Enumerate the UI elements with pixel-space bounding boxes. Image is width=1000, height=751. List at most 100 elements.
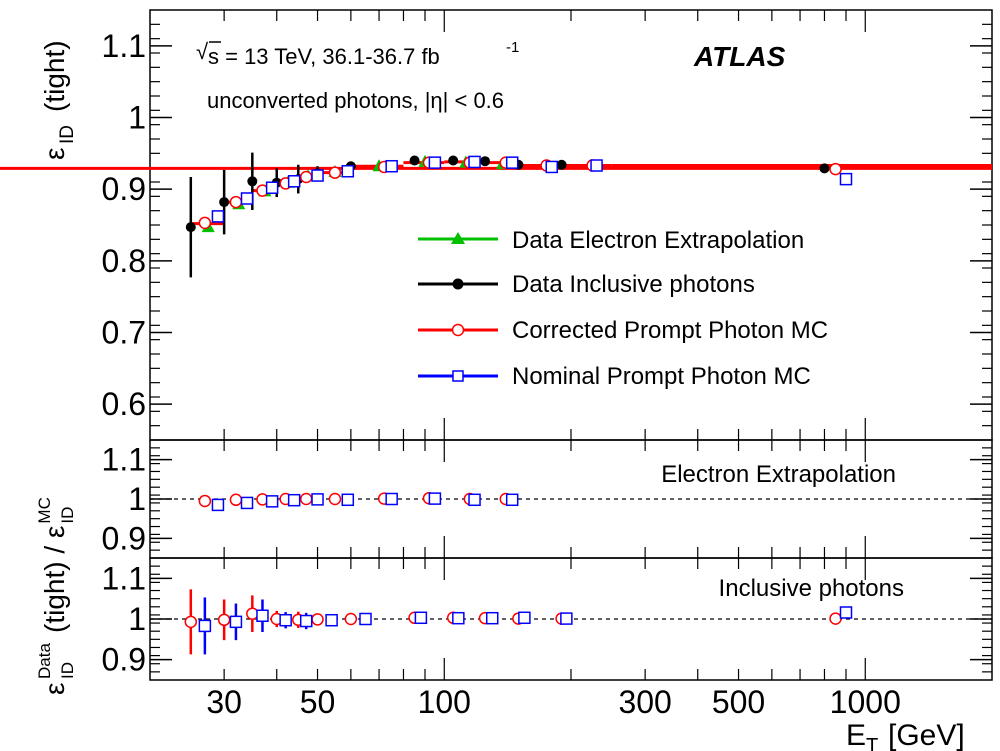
nominal-ratio-point (279, 613, 292, 627)
main-axis-ticks: 0.6 0.7 0.8 0.9 1 1.1 (102, 23, 992, 427)
x-axis-symbol: E (846, 719, 866, 751)
legend-entry-corrected: Corrected Prompt Photon MC (418, 317, 828, 344)
corrected-point (198, 216, 212, 230)
nominal-point (287, 175, 301, 188)
legend-entry-electron: Data Electron Extrapolation (418, 227, 804, 254)
nominal-point (265, 181, 279, 194)
nominal-point (545, 160, 558, 174)
inclusive-point (556, 159, 567, 170)
nominal-point (839, 172, 853, 186)
y-axis-suffix: (tight) (39, 40, 70, 112)
electron-ratio-points (150, 491, 992, 512)
nominal-ratio-point (518, 611, 531, 625)
nominal-ratio-point (505, 493, 519, 507)
x-tick-label: 30 (206, 684, 242, 720)
x-axis-sub: T (866, 735, 878, 751)
nominal-ratio-point (198, 619, 212, 633)
region-label: unconverted photons, |η| < 0.6 (207, 88, 504, 113)
y-tick-label: 0.8 (102, 243, 146, 279)
nominal-ratio-point (256, 609, 269, 622)
corrected-point (229, 195, 243, 209)
corrected-point (328, 166, 342, 179)
energy-annotation: √ s = 13 TeV, 36.1-36.7 fb -1 (196, 39, 519, 69)
y-axis-sub: ID (57, 125, 78, 144)
ratio-y-sup-mc: MC (35, 497, 54, 523)
x-tick-label: 500 (712, 684, 765, 720)
corrected-mc-step-line (0, 160, 992, 226)
nominal-ratio-point (428, 492, 442, 505)
x-tick-label: 100 (418, 684, 471, 720)
corrected-ratio-point (344, 612, 358, 626)
y-axis-title: ε ID (tight) (39, 40, 78, 160)
inclusive-point (185, 222, 196, 233)
electron-ratio-label: Electron Extrapolation (661, 461, 896, 488)
legend: Data Electron Extrapolation Data Inclusi… (418, 227, 828, 390)
ratio-y-sup-data: Data (35, 643, 54, 679)
nominal-point (590, 159, 603, 172)
x-axis-unit: [GeV] (888, 719, 965, 751)
y-tick-label: 0.6 (102, 386, 146, 422)
x-axis-title: E T [GeV] (846, 719, 965, 751)
nominal-ratio-point (560, 612, 573, 625)
y-tick-label: 1 (128, 481, 146, 517)
inclusive-point (247, 176, 258, 187)
ratio-y-symbol: ε (39, 683, 70, 695)
nominal-ratio-point (311, 493, 324, 506)
electron-ratio-ticks: 0.911.1 (102, 442, 992, 556)
corrected-ratio-point (184, 615, 198, 629)
legend-label-nominal: Nominal Prompt Photon MC (512, 363, 811, 390)
nominal-ratio-point (359, 612, 372, 626)
y-tick-label: 1 (128, 100, 146, 136)
corrected-ratio-point (198, 494, 212, 508)
y-tick-label: 1 (128, 601, 146, 637)
main-panel: 0.6 0.7 0.8 0.9 1 1.1 (0, 23, 992, 427)
nominal-ratio-point (414, 611, 428, 625)
corrected-ratio-point (299, 492, 313, 506)
corrected-ratio-point (246, 607, 259, 620)
nominal-ratio-point (325, 613, 338, 627)
nominal-ratio-point (485, 611, 499, 625)
nominal-point (505, 156, 519, 169)
y-tick-label: 0.7 (102, 315, 146, 351)
y-tick-label: 0.9 (102, 171, 146, 207)
experiment-label: ATLAS (693, 41, 786, 72)
corrected-ratio-point (328, 492, 342, 506)
ratio-y-text: (tight) / ε (39, 526, 70, 633)
corrected-point (829, 162, 842, 176)
x-tick-label: 1000 (830, 684, 901, 720)
nominal-ratio-point (468, 493, 481, 507)
electron-ratio-panel: 0.911.1 (102, 442, 992, 556)
inclusive-ratio-ticks: 0.9 1 1.1 (102, 560, 992, 678)
ratio-y-sub-id-2: ID (58, 507, 77, 524)
inclusive-point (480, 156, 491, 167)
inclusive-point (819, 163, 830, 174)
nominal-ratio-point (265, 495, 279, 508)
energy-label: s = 13 TeV, 36.1-36.7 fb (208, 44, 440, 69)
nominal-ratio-point (341, 493, 355, 507)
x-tick-label: 50 (300, 684, 336, 720)
nominal-ratio-point (385, 492, 398, 506)
x-axis-ticks: 30 50 100 300 500 1000 (206, 10, 901, 720)
y-axis-symbol: ε (39, 148, 70, 160)
nominal-ratio-point (229, 615, 243, 629)
sqrt-symbol: √ (196, 39, 209, 64)
corrected-ratio-point (311, 613, 324, 626)
nominal-ratio-point (299, 614, 313, 628)
energy-label-sup: -1 (506, 39, 519, 56)
x-tick-label: 300 (618, 684, 671, 720)
corrected-ratio-point (217, 613, 231, 627)
y-tick-label: 0.9 (102, 642, 146, 678)
nominal-ratio-point (211, 498, 225, 512)
legend-entry-inclusive: Data Inclusive photons (418, 271, 755, 298)
y-tick-label: 1.1 (102, 442, 146, 478)
nominal-ratio-point (452, 611, 465, 625)
y-tick-label: 1.1 (102, 560, 146, 596)
inclusive-point (448, 155, 459, 166)
y-tick-label: 1.1 (102, 28, 146, 64)
nominal-point (211, 210, 225, 223)
inclusive-ratio-points (150, 589, 992, 655)
corrected-ratio-point (829, 612, 842, 625)
ratio-y-axis-title: ε Data ID (tight) / ε MC ID (35, 497, 77, 695)
inclusive-ratio-label: Inclusive photons (719, 575, 904, 602)
